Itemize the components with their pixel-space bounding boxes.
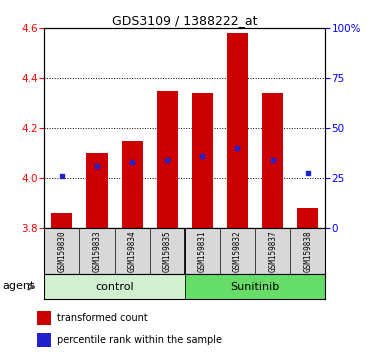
Text: GSM159833: GSM159833 bbox=[92, 231, 102, 272]
Bar bbox=[192, 93, 213, 228]
Bar bbox=[122, 141, 142, 228]
Bar bbox=[227, 33, 248, 228]
Text: GSM159834: GSM159834 bbox=[127, 231, 137, 272]
Bar bbox=[157, 91, 178, 228]
Text: GSM159838: GSM159838 bbox=[303, 231, 312, 272]
Bar bbox=[37, 333, 51, 347]
Text: GSM159837: GSM159837 bbox=[268, 231, 277, 272]
Text: GSM159832: GSM159832 bbox=[233, 231, 242, 272]
Bar bbox=[37, 312, 51, 325]
Bar bbox=[86, 153, 107, 228]
Bar bbox=[44, 274, 185, 299]
Text: Sunitinib: Sunitinib bbox=[231, 282, 280, 292]
Text: percentile rank within the sample: percentile rank within the sample bbox=[57, 335, 223, 345]
Bar bbox=[51, 213, 72, 228]
Bar bbox=[185, 274, 325, 299]
Bar bbox=[297, 209, 318, 228]
Text: GSM159830: GSM159830 bbox=[57, 231, 66, 272]
Text: agent: agent bbox=[2, 280, 35, 291]
Title: GDS3109 / 1388222_at: GDS3109 / 1388222_at bbox=[112, 14, 258, 27]
Text: GSM159835: GSM159835 bbox=[163, 231, 172, 272]
Bar bbox=[262, 93, 283, 228]
Text: transformed count: transformed count bbox=[57, 313, 148, 323]
Text: GSM159831: GSM159831 bbox=[198, 231, 207, 272]
Text: control: control bbox=[95, 282, 134, 292]
